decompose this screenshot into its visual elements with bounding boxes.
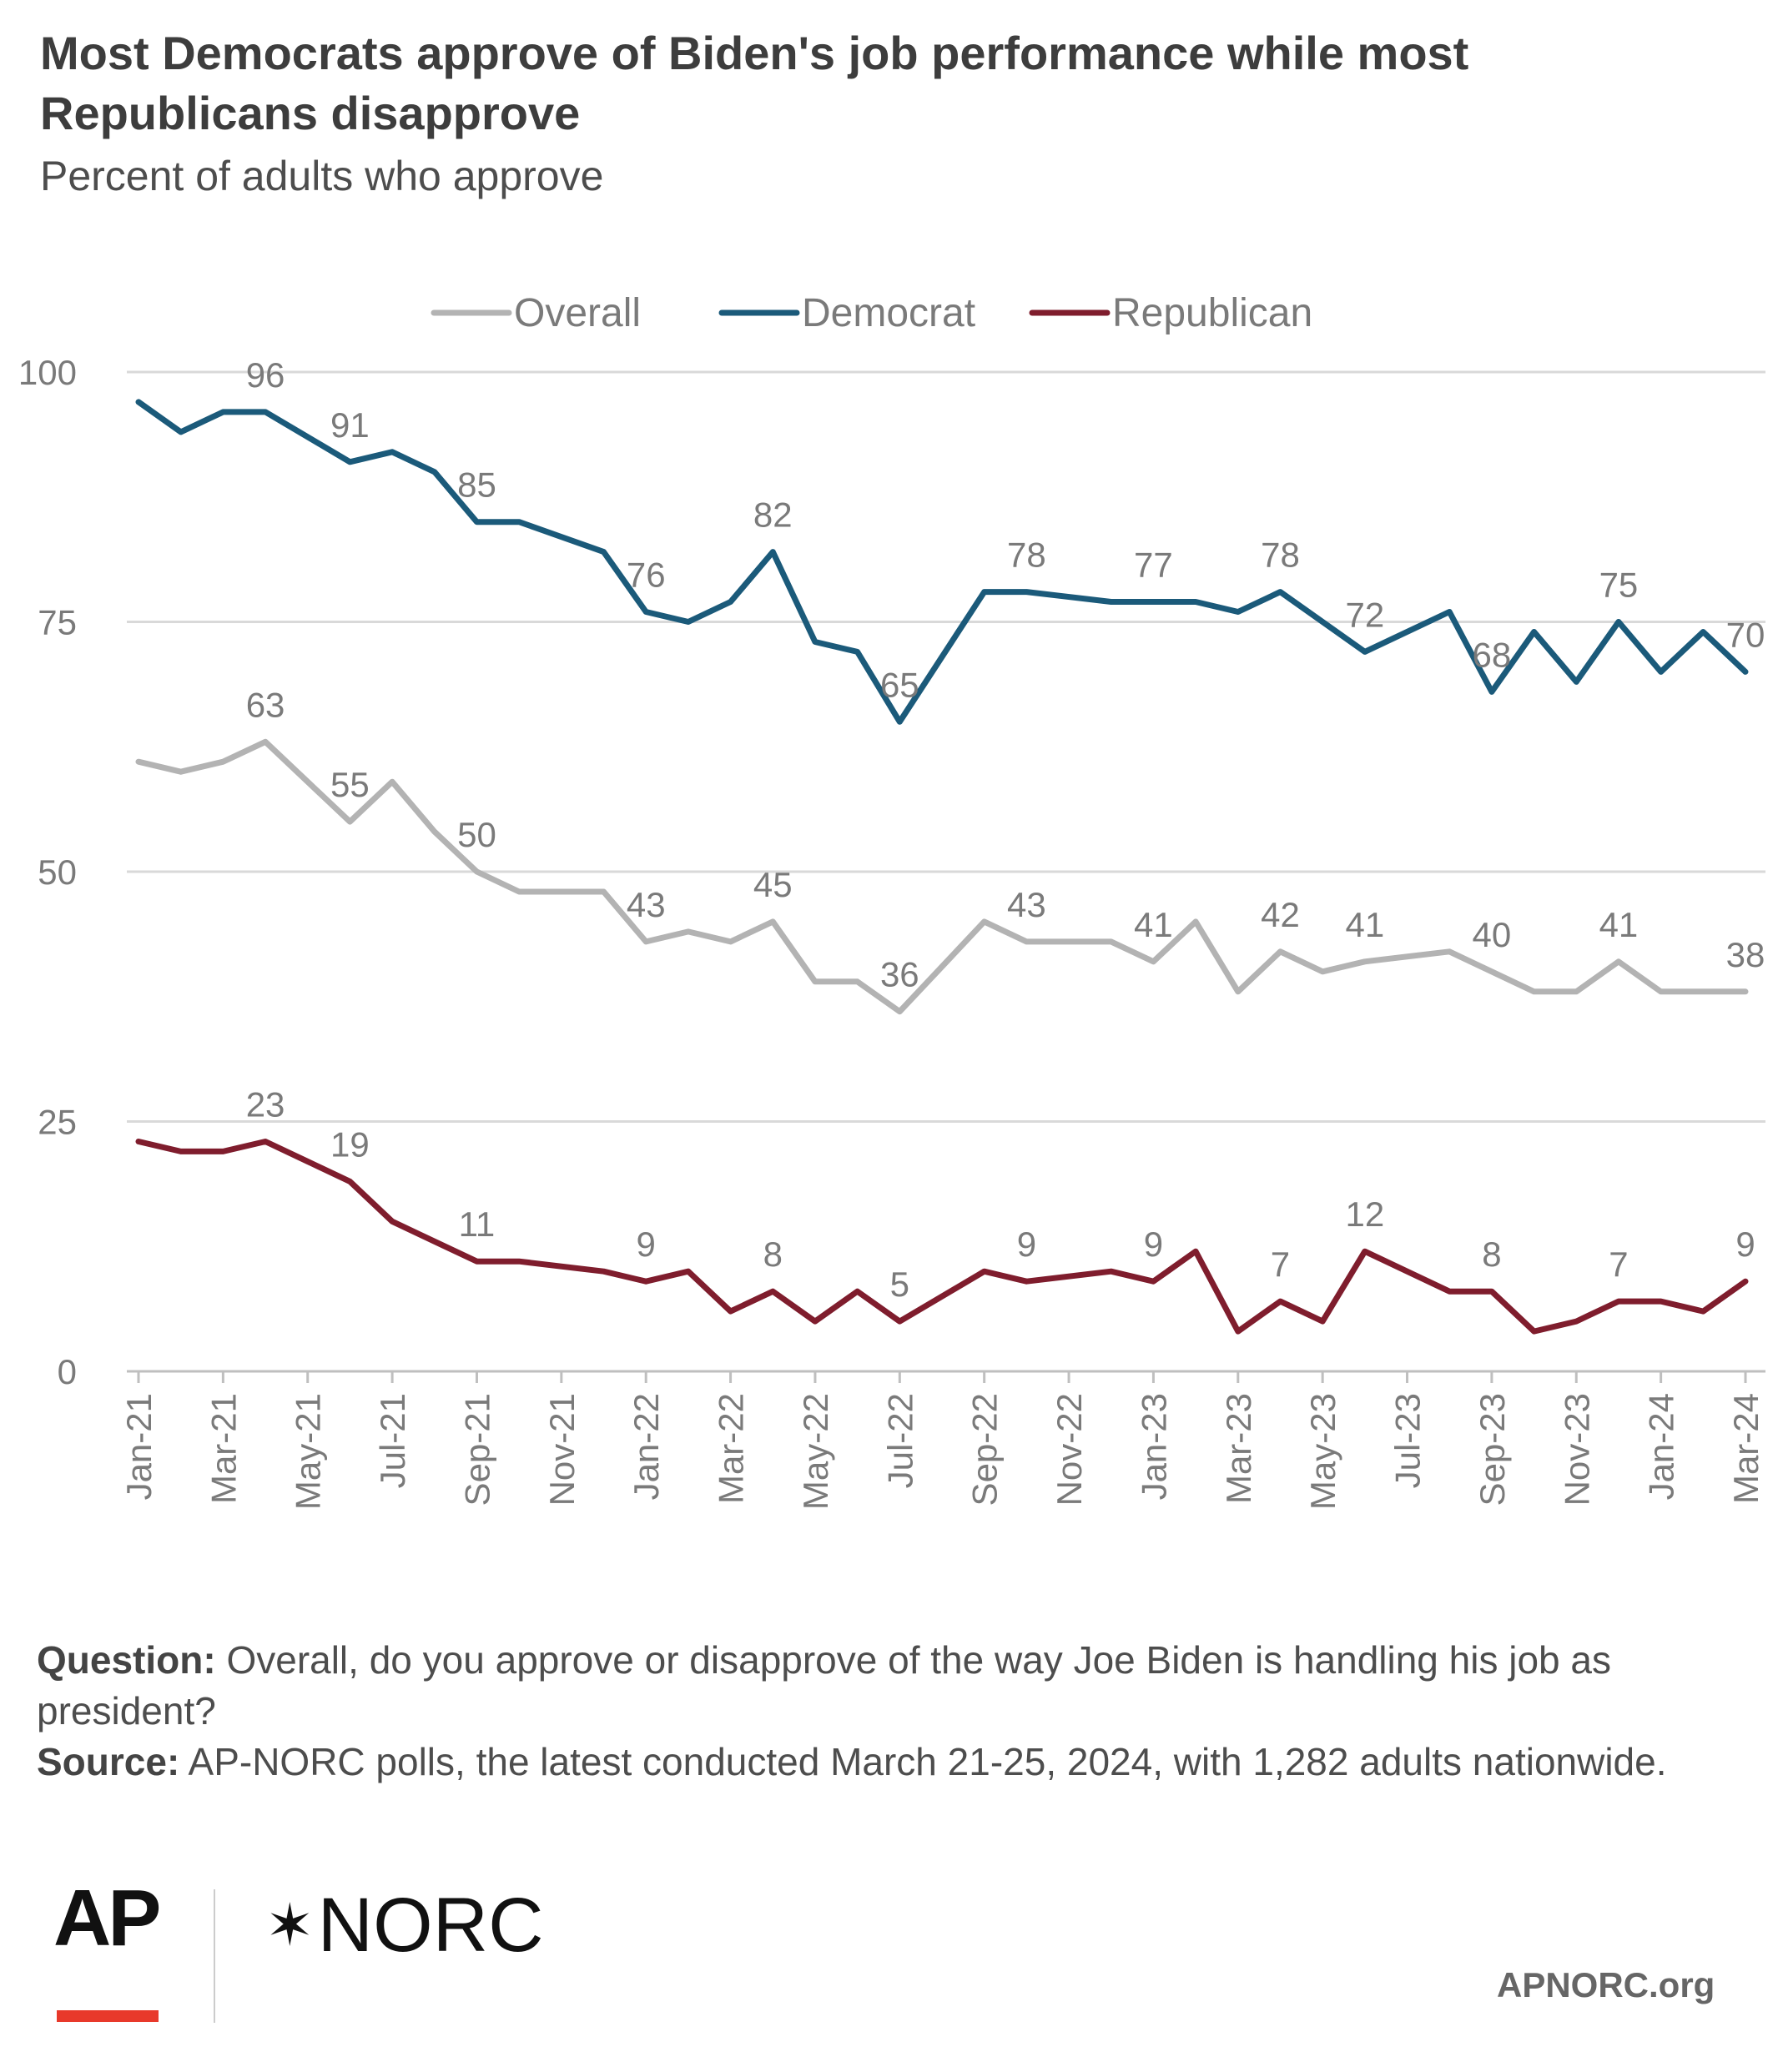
- chart-title: Most Democrats approve of Biden's job pe…: [40, 27, 1469, 139]
- ap-logo: AP: [53, 1873, 161, 1963]
- data-label: 43: [1007, 885, 1046, 924]
- data-label: 78: [1261, 536, 1300, 575]
- data-label: 77: [1134, 546, 1173, 585]
- data-label: 36: [880, 955, 919, 994]
- series-line-republican: [135, 1139, 1749, 1335]
- source-note: Source: AP-NORC polls, the latest conduc…: [37, 1737, 1739, 1788]
- data-label: 72: [1345, 595, 1384, 634]
- data-label: 7: [1271, 1245, 1290, 1284]
- ap-logo-bar: [57, 2010, 159, 2022]
- x-tick-label: Sep-21: [457, 1393, 496, 1506]
- chart-series: [135, 399, 1749, 1335]
- legend-label: Republican: [1112, 291, 1312, 335]
- x-tick-label: Jan-23: [1134, 1393, 1173, 1500]
- site-link[interactable]: APNORC.org: [1497, 1965, 1715, 2004]
- y-axis: 0 25 50 75 100: [18, 353, 77, 1391]
- question-note: Question: Overall, do you approve or dis…: [37, 1635, 1739, 1737]
- data-label: 42: [1261, 895, 1300, 934]
- x-tick-label: May-23: [1303, 1393, 1342, 1510]
- data-label: 41: [1345, 905, 1384, 944]
- data-label: 63: [246, 685, 285, 724]
- data-label: 9: [1735, 1225, 1755, 1264]
- data-label: 65: [880, 665, 919, 704]
- x-tick-label: Mar-23: [1219, 1393, 1258, 1504]
- series-line-overall: [135, 738, 1749, 1015]
- x-tick-label: Mar-24: [1726, 1393, 1765, 1504]
- y-tick-label: 0: [58, 1352, 77, 1391]
- y-tick-label: 100: [18, 353, 77, 392]
- x-tick-label: Jan-21: [119, 1393, 159, 1500]
- data-label: 5: [890, 1265, 909, 1304]
- x-tick-label: Nov-21: [542, 1393, 582, 1506]
- chart-legend: Overall Democrat Republican: [431, 291, 1312, 335]
- x-tick-label: Jan-22: [627, 1393, 666, 1500]
- source-text: AP-NORC polls, the latest conducted Marc…: [179, 1740, 1667, 1783]
- source-label: Source:: [37, 1740, 180, 1783]
- chart-notes: Question: Overall, do you approve or dis…: [37, 1635, 1739, 1788]
- data-label: 76: [627, 556, 666, 595]
- data-label: 68: [1473, 635, 1512, 674]
- data-label: 91: [330, 405, 370, 445]
- logo-divider: [214, 1889, 215, 2023]
- question-text: Overall, do you approve or disapprove of…: [37, 1638, 1612, 1733]
- data-label: 9: [1017, 1225, 1036, 1264]
- x-tick-label: Sep-23: [1473, 1393, 1512, 1506]
- x-axis: Jan-21 Mar-21 May-21 Jul-21 Sep-21 Nov-21 Jan-…: [119, 1370, 1765, 1510]
- data-label: 8: [763, 1235, 783, 1274]
- data-label: 9: [637, 1225, 656, 1264]
- data-label: 75: [1599, 566, 1639, 605]
- x-tick-label: May-21: [289, 1393, 328, 1510]
- x-tick-label: Nov-23: [1557, 1393, 1596, 1506]
- legend-label: Overall: [514, 291, 641, 335]
- x-tick-label: Jan-24: [1642, 1393, 1681, 1500]
- data-label: 38: [1726, 935, 1765, 974]
- data-label: 96: [246, 355, 285, 395]
- chart-gridlines: [127, 370, 1765, 1373]
- y-tick-label: 50: [38, 852, 77, 892]
- data-label: 19: [330, 1124, 370, 1164]
- data-label: 23: [246, 1084, 285, 1124]
- question-label: Question:: [37, 1638, 216, 1682]
- x-tick-label: Nov-22: [1050, 1393, 1089, 1506]
- data-label: 43: [627, 885, 666, 924]
- x-tick-label: May-22: [796, 1393, 835, 1510]
- data-label: 85: [457, 465, 496, 505]
- x-tick-label: Jul-23: [1388, 1393, 1428, 1488]
- data-label: 8: [1482, 1235, 1501, 1274]
- data-label: 11: [459, 1204, 496, 1244]
- data-label: 41: [1134, 905, 1173, 944]
- x-tick-label: Mar-21: [204, 1393, 243, 1504]
- data-label: 50: [457, 815, 496, 854]
- chart-subtitle: Percent of adults who approve: [40, 153, 604, 199]
- norc-star-icon: ✶: [265, 1891, 315, 1959]
- norc-logo-text: NORC: [317, 1883, 544, 1968]
- data-label: 7: [1609, 1245, 1628, 1284]
- data-label: 45: [753, 865, 793, 904]
- series-line-democrat: [135, 399, 1749, 725]
- norc-logo: ✶ NORC: [265, 1883, 544, 1967]
- data-label: 12: [1345, 1194, 1384, 1234]
- data-label: 70: [1726, 615, 1765, 654]
- data-label: 9: [1144, 1225, 1163, 1264]
- y-tick-label: 75: [38, 603, 77, 642]
- x-tick-label: Jul-22: [880, 1393, 919, 1488]
- x-tick-label: Mar-22: [712, 1393, 751, 1504]
- data-label: 78: [1007, 536, 1046, 575]
- data-label: 55: [330, 765, 370, 804]
- x-tick-label: Jul-21: [373, 1393, 412, 1488]
- data-label: 40: [1473, 915, 1512, 954]
- legend-label: Democrat: [802, 291, 975, 335]
- y-tick-label: 25: [38, 1103, 77, 1142]
- data-label: 82: [753, 495, 793, 535]
- data-label: 41: [1599, 905, 1639, 944]
- x-tick-label: Sep-22: [965, 1393, 1005, 1506]
